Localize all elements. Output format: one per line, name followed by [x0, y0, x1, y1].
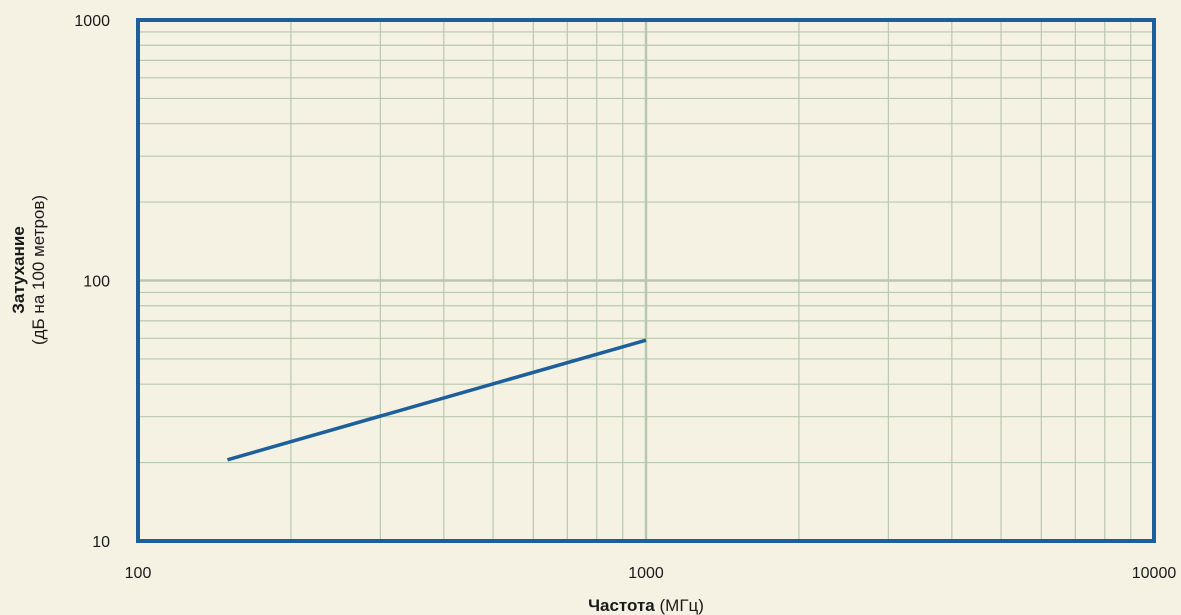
series-layer [226, 338, 647, 462]
y-axis-label: Затухание [9, 226, 28, 314]
x-tick-label: 10000 [1132, 565, 1177, 582]
tick-labels: 100 1000 10000 10 100 1000 [74, 13, 1176, 582]
y-tick-label: 100 [83, 274, 110, 291]
y-tick-label: 10 [92, 534, 110, 551]
y-tick-label: 1000 [74, 13, 110, 30]
plot-border [136, 18, 1156, 543]
x-tick-label: 1000 [628, 565, 664, 582]
x-axis-label: Частота (МГц) [588, 596, 704, 615]
x-tick-label: 100 [125, 565, 152, 582]
grid [136, 18, 1156, 543]
y-axis-unit-label: (дБ на 100 метров) [29, 195, 48, 345]
series-line [226, 338, 647, 462]
